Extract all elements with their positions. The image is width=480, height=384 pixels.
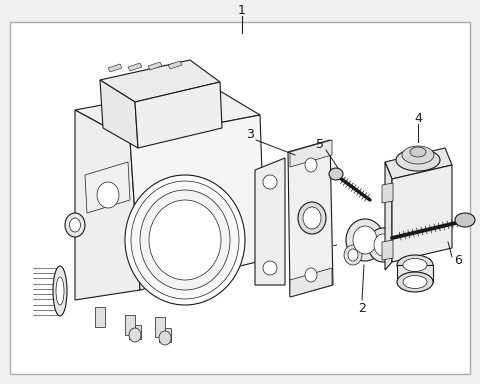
Ellipse shape [396,149,440,171]
Ellipse shape [402,146,434,164]
Text: 2: 2 [358,301,366,314]
Ellipse shape [344,245,362,265]
Ellipse shape [53,266,67,316]
Polygon shape [392,165,452,262]
Ellipse shape [303,207,321,229]
Ellipse shape [346,219,384,261]
Circle shape [263,175,277,189]
Ellipse shape [374,234,392,256]
Ellipse shape [305,268,317,282]
Ellipse shape [125,175,245,305]
Polygon shape [108,64,122,72]
Ellipse shape [70,218,81,232]
Ellipse shape [329,168,343,180]
Polygon shape [135,82,222,148]
Bar [125,315,135,335]
Ellipse shape [65,213,85,237]
Ellipse shape [56,277,64,305]
Polygon shape [382,240,393,260]
Ellipse shape [410,147,426,157]
Polygon shape [100,60,220,102]
Polygon shape [290,268,332,297]
Ellipse shape [298,202,326,234]
Text: 3: 3 [246,129,254,141]
Polygon shape [100,80,138,148]
Ellipse shape [403,258,427,271]
Text: 5: 5 [316,139,324,152]
Polygon shape [385,148,452,179]
Ellipse shape [368,228,398,262]
Ellipse shape [129,328,141,342]
Polygon shape [130,115,265,290]
Ellipse shape [159,331,171,345]
Ellipse shape [353,226,377,254]
Ellipse shape [348,249,358,261]
Polygon shape [75,85,260,140]
Polygon shape [397,265,433,282]
Polygon shape [385,162,392,270]
Text: 1: 1 [238,3,246,17]
Polygon shape [255,158,285,285]
Text: 6: 6 [454,253,462,266]
Ellipse shape [149,200,221,280]
Ellipse shape [131,181,239,299]
Polygon shape [288,140,333,297]
Bar [159,328,171,342]
Circle shape [263,261,277,275]
Ellipse shape [97,182,119,208]
Polygon shape [290,140,332,167]
Polygon shape [382,183,393,203]
Polygon shape [168,61,182,69]
Polygon shape [148,62,162,70]
Ellipse shape [305,158,317,172]
Text: KIA: KIA [100,185,112,190]
Ellipse shape [397,272,433,292]
Bar [95,307,105,327]
Bar [129,325,141,339]
Ellipse shape [397,255,433,275]
Polygon shape [75,110,140,300]
Ellipse shape [455,213,475,227]
Text: 4: 4 [414,111,422,124]
Polygon shape [128,63,142,71]
Bar [155,317,165,337]
Ellipse shape [403,275,427,288]
Ellipse shape [140,190,230,290]
Polygon shape [85,162,130,213]
